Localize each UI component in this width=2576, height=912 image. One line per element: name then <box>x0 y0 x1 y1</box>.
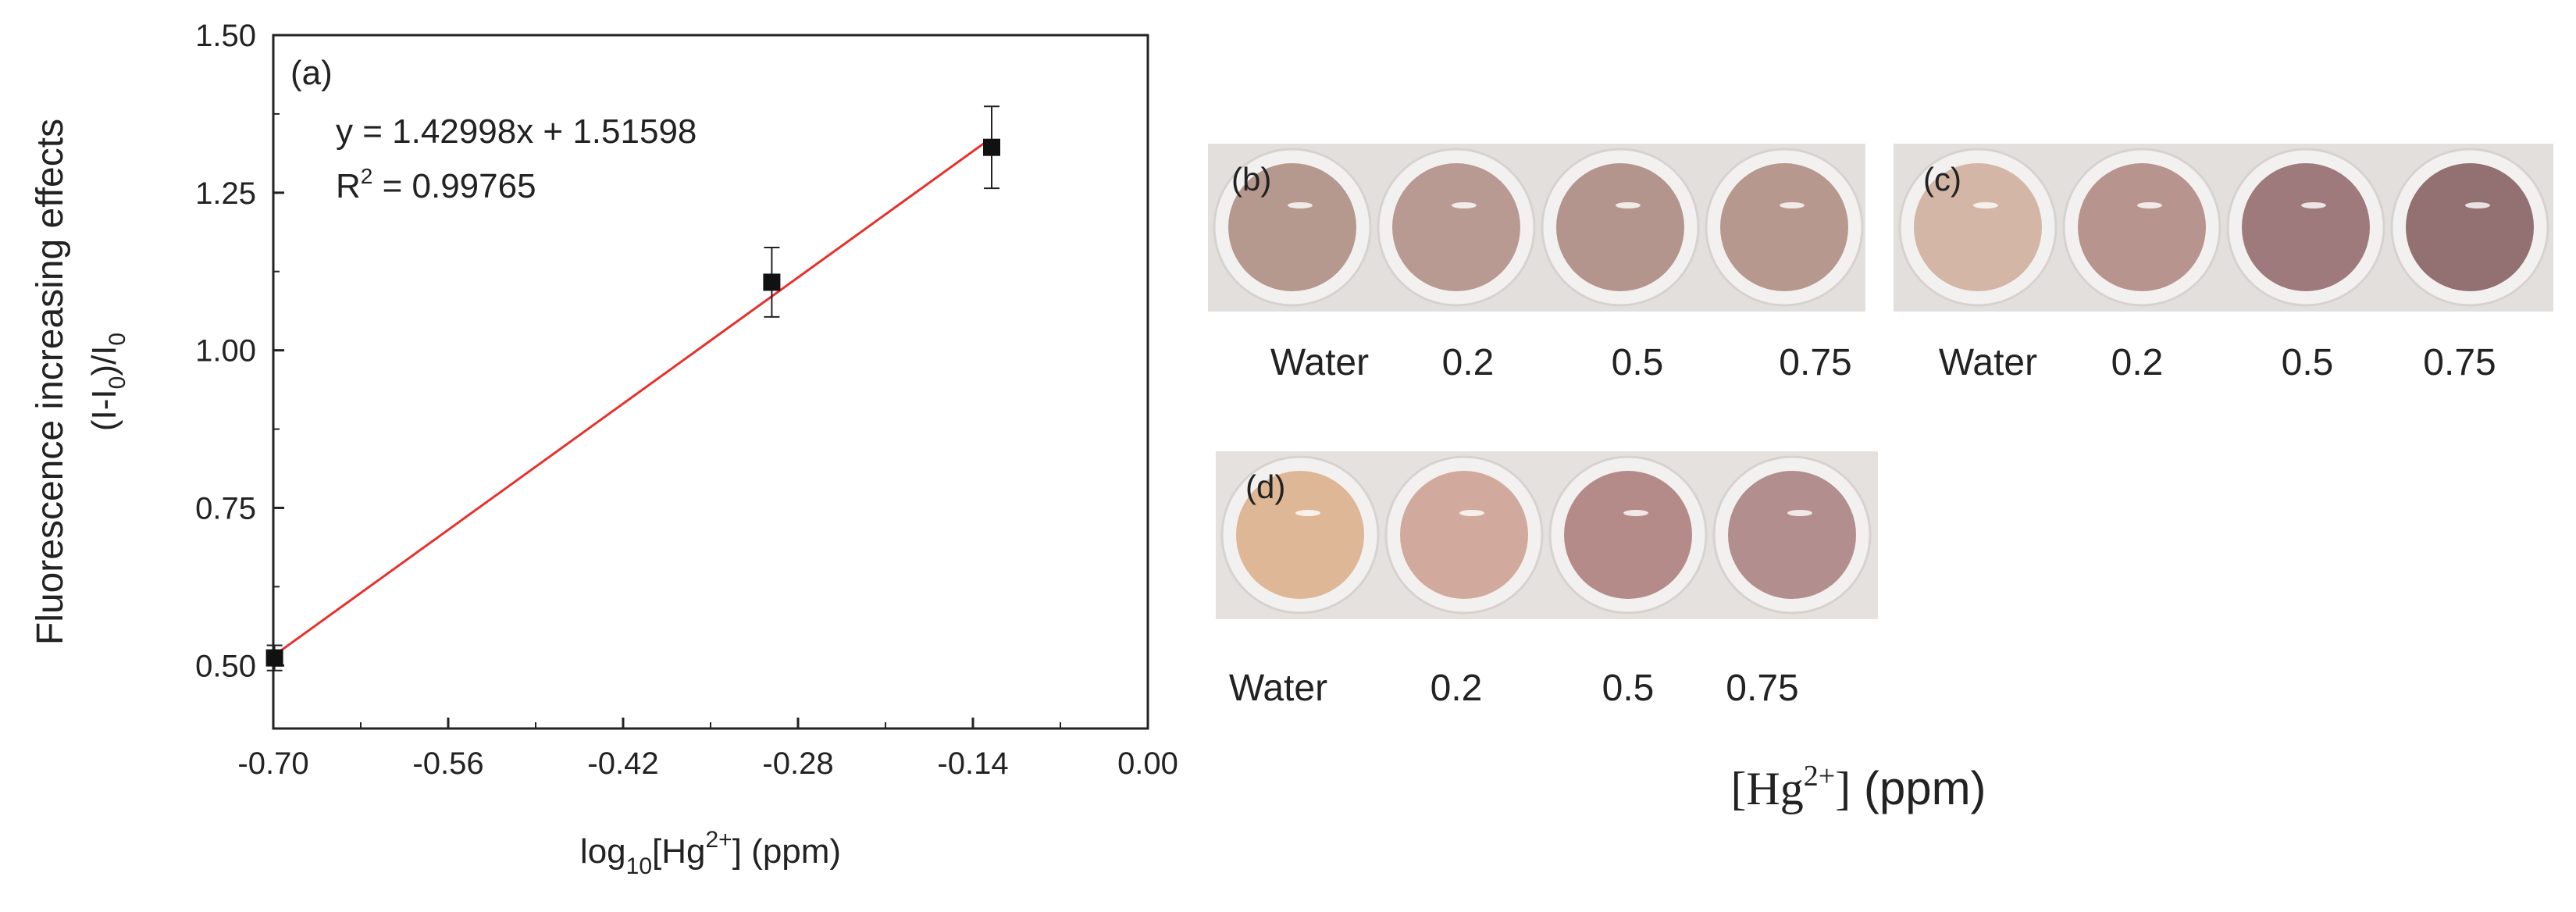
y-axis-label-line2: (I-I0)/I0 <box>85 333 130 431</box>
x-tick-label: -0.28 <box>762 746 833 781</box>
caption: 0.5 <box>1602 668 1655 709</box>
well-liquid <box>1564 471 1692 599</box>
caption: 0.75 <box>1726 668 1798 709</box>
well-liquid <box>1720 163 1848 291</box>
caption: 0.5 <box>1612 342 1664 383</box>
caption: 0.75 <box>1779 342 1851 383</box>
well-highlight <box>1787 510 1812 516</box>
captions-c: Water 0.2 0.5 0.75 <box>1939 342 2496 383</box>
y-tick-label: 0.75 <box>195 491 256 525</box>
y-tick-label: 0.50 <box>195 649 256 683</box>
y-ticks: 0.50 0.75 1.00 1.25 1.50 <box>195 19 284 683</box>
data-point <box>983 138 1000 156</box>
caption: Water <box>1270 342 1369 383</box>
well-highlight <box>2137 202 2162 208</box>
data-points <box>265 105 1000 672</box>
wells <box>1898 148 2549 307</box>
x-tick-label: -0.56 <box>412 746 483 781</box>
photo-axis-title: [Hg2+] (ppm) <box>1730 760 1986 814</box>
well-liquid <box>2242 163 2370 291</box>
well-liquid <box>1236 471 1364 599</box>
caption: 0.75 <box>2423 342 2496 383</box>
photo-panel-c: (c) <box>1894 144 2553 312</box>
caption: 0.2 <box>2111 342 2164 383</box>
well-liquid <box>2078 163 2206 291</box>
photo-panel-b: (b) <box>1208 144 1865 312</box>
well-liquid <box>1556 163 1684 291</box>
caption: 0.2 <box>1442 342 1495 383</box>
data-point <box>763 273 781 291</box>
x-ticks: -0.70 -0.56 -0.42 -0.28 -0.14 0.00 <box>237 718 1178 781</box>
x-tick-label: 0.00 <box>1117 746 1178 781</box>
panel-label-b: (b) <box>1231 161 1271 198</box>
captions-b: Water 0.2 0.5 0.75 <box>1270 342 1852 383</box>
panel-label-c: (c) <box>1923 161 1961 198</box>
well-highlight <box>2301 202 2326 208</box>
y-tick-label: 1.25 <box>195 176 256 211</box>
well-liquid <box>1728 471 1856 599</box>
well-highlight <box>1780 202 1805 208</box>
well-highlight <box>2465 202 2490 208</box>
fit-equation: y = 1.42998x + 1.51598 <box>336 112 697 151</box>
wells <box>1213 148 1864 307</box>
chart-a: -0.70 -0.56 -0.42 -0.28 -0.14 0.00 0.50 0.75 1.… <box>30 19 1178 879</box>
r-squared: R2 = 0.99765 <box>336 164 536 205</box>
well-highlight <box>1288 202 1313 208</box>
data-point <box>265 649 283 667</box>
panel-label-a: (a) <box>290 54 333 92</box>
x-tick-label: -0.42 <box>587 746 658 781</box>
x-axis-label: log10[Hg2+] (ppm) <box>580 827 841 879</box>
y-tick-label: 1.50 <box>195 19 256 53</box>
caption: 0.5 <box>2282 342 2334 383</box>
caption: Water <box>1939 342 2037 383</box>
well-liquid <box>1392 163 1520 291</box>
y-tick-label: 1.00 <box>195 334 256 369</box>
panel-label-d: (d) <box>1245 468 1285 505</box>
well-highlight <box>1973 202 1998 208</box>
well-highlight <box>1623 510 1648 516</box>
x-tick-label: -0.70 <box>237 746 308 781</box>
photo-panel-d: (d) <box>1216 451 1878 619</box>
y-axis-label-line1: Fluorescence increasing effects <box>30 119 71 645</box>
caption: Water <box>1229 668 1327 709</box>
well-highlight <box>1295 510 1320 516</box>
well-highlight <box>1616 202 1641 208</box>
well-liquid <box>1228 163 1356 291</box>
wells <box>1220 455 1872 615</box>
well-highlight <box>1452 202 1477 208</box>
fit-line <box>273 141 986 657</box>
x-tick-label: -0.14 <box>937 746 1008 781</box>
well-liquid <box>2406 163 2534 291</box>
well-highlight <box>1459 510 1484 516</box>
well-liquid <box>1914 163 2042 291</box>
well-liquid <box>1400 471 1528 599</box>
captions-d: Water 0.2 0.5 0.75 <box>1229 668 1799 709</box>
caption: 0.2 <box>1431 668 1483 709</box>
